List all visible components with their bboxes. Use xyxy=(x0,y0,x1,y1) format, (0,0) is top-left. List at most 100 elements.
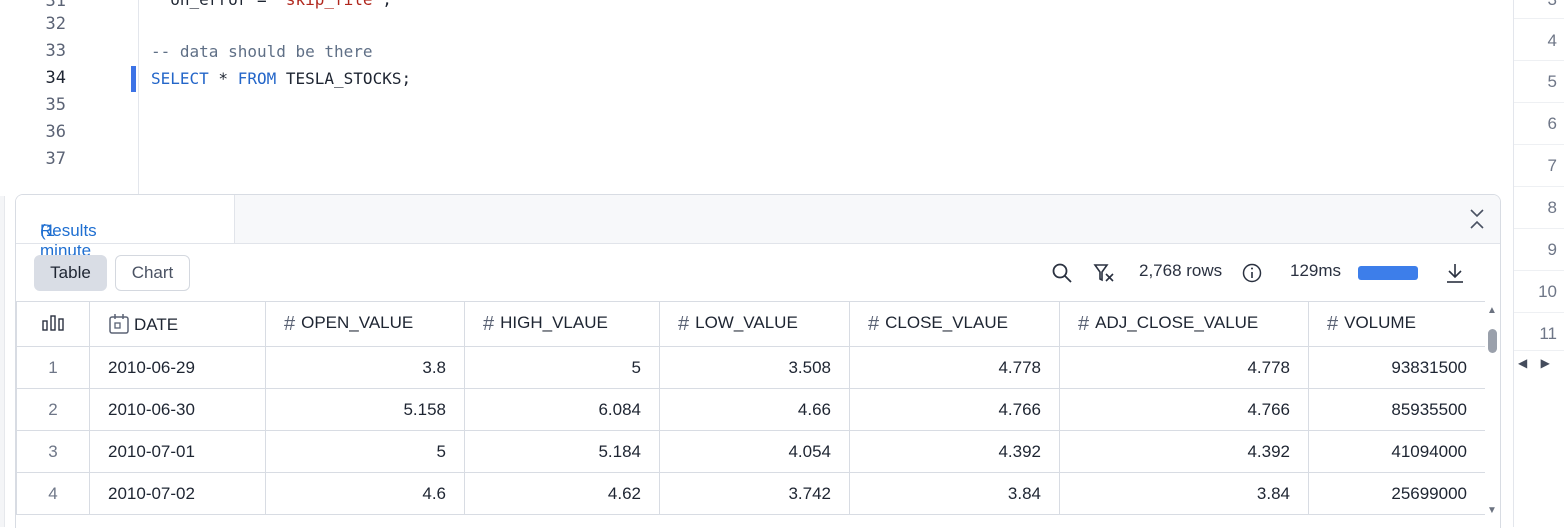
gutter-number: 6 xyxy=(1547,114,1557,133)
cell-low-value[interactable]: 3.742 xyxy=(659,472,850,515)
column-name: CLOSE_VLAUE xyxy=(885,312,1008,332)
code-table-name: TESLA_STOCKS; xyxy=(276,69,412,88)
column-name: VOLUME xyxy=(1344,312,1416,332)
horizontal-scroll-arrows[interactable]: ◀ ▶ xyxy=(1518,356,1550,370)
cell-open-value[interactable]: 4.6 xyxy=(265,472,465,515)
cell-high-vlaue[interactable]: 4.62 xyxy=(464,472,660,515)
tab-results[interactable]: Results (1 minute ago) xyxy=(16,195,235,280)
table-row[interactable]: 1 2010-06-29 3.8 5 3.508 4.778 4.778 938… xyxy=(16,346,1486,389)
filter-icon[interactable] xyxy=(1093,262,1115,284)
code-comment[interactable]: -- data should be there xyxy=(151,42,373,61)
row-count: 2,768 rows xyxy=(1139,261,1223,280)
cell-date[interactable]: 2010-07-02 xyxy=(89,472,266,515)
column-stats-header[interactable] xyxy=(16,301,90,347)
gutter-divider xyxy=(138,0,139,196)
column-name: DATE xyxy=(134,315,179,334)
line-number: 31 xyxy=(45,0,66,11)
left-edge xyxy=(0,0,5,527)
line-number: 37 xyxy=(45,149,66,169)
cell-date[interactable]: 2010-06-29 xyxy=(89,346,266,389)
cell-volume[interactable]: 93831500 xyxy=(1308,346,1486,389)
number-type-icon: # xyxy=(1078,312,1090,335)
line-number: 35 xyxy=(45,95,66,115)
row-index: 1 xyxy=(16,346,90,389)
cell-adj-close-value[interactable]: 4.392 xyxy=(1059,430,1309,473)
scroll-left-icon[interactable]: ◀ xyxy=(1518,356,1528,370)
cell-volume[interactable]: 85935500 xyxy=(1308,388,1486,431)
download-icon[interactable] xyxy=(1444,262,1466,284)
gutter-number: 9 xyxy=(1547,240,1557,259)
row-index: 2 xyxy=(16,388,90,431)
gutter-line xyxy=(1514,270,1564,271)
column-name: ADJ_CLOSE_VALUE xyxy=(1095,312,1259,332)
cell-date[interactable]: 2010-06-30 xyxy=(89,388,266,431)
gutter-line xyxy=(1514,228,1564,229)
collapse-icon[interactable] xyxy=(1468,207,1486,231)
line-number: 36 xyxy=(45,122,66,142)
code-text: on_error = xyxy=(151,0,276,9)
cell-high-vlaue[interactable]: 6.084 xyxy=(464,388,660,431)
cell-volume[interactable]: 25699000 xyxy=(1308,472,1486,515)
duration-bar xyxy=(1358,266,1418,280)
cell-low-value[interactable]: 4.054 xyxy=(659,430,850,473)
scrollbar-thumb[interactable] xyxy=(1488,329,1497,353)
code-line-34[interactable]: SELECT * FROM TESLA_STOCKS; xyxy=(151,69,411,88)
cell-close-vlaue[interactable]: 4.392 xyxy=(849,430,1060,473)
cell-high-vlaue[interactable]: 5 xyxy=(464,346,660,389)
info-icon[interactable] xyxy=(1241,262,1263,284)
code-text: ; xyxy=(382,0,392,9)
right-gutter: 3 4 5 6 7 8 9 10 11 xyxy=(1513,0,1564,527)
table-view-button[interactable]: Table xyxy=(34,255,107,291)
number-type-icon: # xyxy=(678,312,690,335)
cell-adj-close-value[interactable]: 4.778 xyxy=(1059,346,1309,389)
line-number: 32 xyxy=(45,14,66,34)
code-line-31[interactable]: on_error = 'skip_file'; xyxy=(151,0,392,9)
gutter-line xyxy=(1514,350,1564,351)
table-row[interactable]: 3 2010-07-01 5 5.184 4.054 4.392 4.392 4… xyxy=(16,430,1486,473)
active-line-marker xyxy=(131,66,136,92)
number-type-icon: # xyxy=(284,312,296,335)
column-header-open-value[interactable]: # OPEN_VALUE xyxy=(265,301,465,347)
column-header-close-vlaue[interactable]: # CLOSE_VLAUE xyxy=(849,301,1060,347)
cell-open-value[interactable]: 5 xyxy=(265,430,465,473)
column-stats-icon[interactable] xyxy=(41,312,65,332)
table-header-row: DATE # OPEN_VALUE # HIGH_VLAUE # LOW_VALUE … xyxy=(16,301,1486,347)
line-number: 33 xyxy=(45,41,66,61)
gutter-number: 5 xyxy=(1547,72,1557,91)
cell-open-value[interactable]: 3.8 xyxy=(265,346,465,389)
column-header-volume[interactable]: # VOLUME xyxy=(1308,301,1486,347)
line-number-active: 34 xyxy=(45,68,66,88)
sql-editor[interactable]: 31 32 33 34 35 36 37 on_error = 'skip_fi… xyxy=(0,0,1510,196)
cell-low-value[interactable]: 3.508 xyxy=(659,346,850,389)
query-duration: 129ms xyxy=(1290,261,1342,280)
gutter-number: 10 xyxy=(1538,282,1557,301)
cell-high-vlaue[interactable]: 5.184 xyxy=(464,430,660,473)
gutter-line xyxy=(1514,60,1564,61)
chart-view-button[interactable]: Chart xyxy=(115,255,190,291)
column-header-low-value[interactable]: # LOW_VALUE xyxy=(659,301,850,347)
cell-volume[interactable]: 41094000 xyxy=(1308,430,1486,473)
table-row[interactable]: 4 2010-07-02 4.6 4.62 3.742 3.84 3.84 25… xyxy=(16,472,1486,515)
cell-date[interactable]: 2010-07-01 xyxy=(89,430,266,473)
cell-close-vlaue[interactable]: 4.778 xyxy=(849,346,1060,389)
cell-open-value[interactable]: 5.158 xyxy=(265,388,465,431)
column-header-high-vlaue[interactable]: # HIGH_VLAUE xyxy=(464,301,660,347)
calendar-icon xyxy=(109,314,129,334)
column-header-date[interactable]: DATE xyxy=(89,301,266,347)
scroll-right-icon[interactable]: ▶ xyxy=(1540,356,1550,370)
vertical-scrollbar[interactable]: ▲ ▼ xyxy=(1485,301,1500,528)
scroll-down-icon[interactable]: ▼ xyxy=(1487,505,1497,516)
search-icon[interactable] xyxy=(1051,262,1073,284)
column-header-adj-close-value[interactable]: # ADJ_CLOSE_VALUE xyxy=(1059,301,1309,347)
keyword-from: FROM xyxy=(237,69,277,88)
row-index: 4 xyxy=(16,472,90,515)
results-tab-label: Results xyxy=(40,221,97,240)
table-row[interactable]: 2 2010-06-30 5.158 6.084 4.66 4.766 4.76… xyxy=(16,388,1486,431)
results-panel: Results (1 minute ago) Table Chart 2,768… xyxy=(15,194,1501,528)
cell-adj-close-value[interactable]: 3.84 xyxy=(1059,472,1309,515)
scroll-up-icon[interactable]: ▲ xyxy=(1487,305,1497,316)
cell-low-value[interactable]: 4.66 xyxy=(659,388,850,431)
cell-close-vlaue[interactable]: 3.84 xyxy=(849,472,1060,515)
cell-close-vlaue[interactable]: 4.766 xyxy=(849,388,1060,431)
cell-adj-close-value[interactable]: 4.766 xyxy=(1059,388,1309,431)
